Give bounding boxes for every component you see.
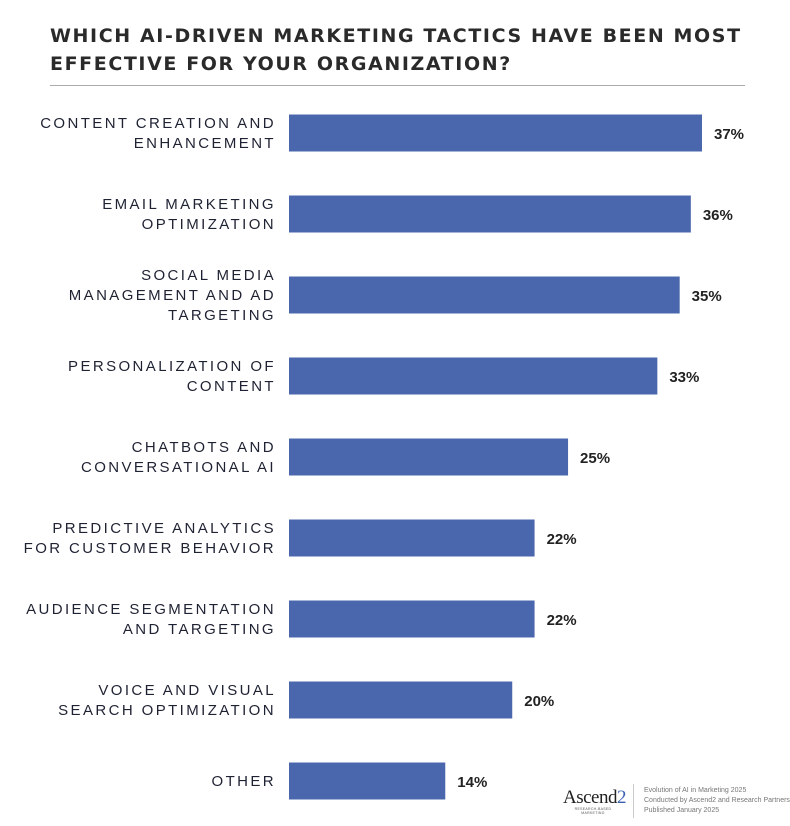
value-label: 33%	[669, 369, 699, 386]
bar	[289, 519, 535, 557]
category-label: CONTENT CREATION AND	[40, 115, 276, 132]
category-label: VOICE AND VISUAL	[98, 682, 276, 699]
category-label: OTHER	[212, 773, 277, 790]
value-label: 14%	[457, 774, 487, 791]
footer: Ascend2 RESEARCH-BASED MARKETING Evoluti…	[563, 784, 790, 818]
category-label: SEARCH OPTIMIZATION	[58, 702, 276, 719]
logo-text: Ascend	[563, 786, 617, 808]
bar	[289, 438, 569, 476]
chart-title: WHICH AI-DRIVEN MARKETING TACTICS HAVE B…	[50, 25, 742, 75]
footer-line: Conducted by Ascend2 and Research Partne…	[644, 797, 790, 804]
category-label: AUDIENCE SEGMENTATION	[26, 601, 276, 618]
category-label: CONVERSATIONAL AI	[81, 459, 276, 476]
category-label: MANAGEMENT AND AD	[69, 287, 276, 304]
category-label: OPTIMIZATION	[142, 216, 276, 233]
value-label: 22%	[547, 612, 577, 629]
category-label: AND TARGETING	[123, 621, 276, 638]
title-divider	[50, 85, 745, 86]
bar	[289, 114, 702, 152]
category-label: SOCIAL MEDIA	[141, 267, 276, 284]
bar	[289, 681, 513, 719]
category-label: ENHANCEMENT	[134, 135, 276, 152]
value-label: 20%	[524, 693, 554, 710]
value-label: 22%	[547, 531, 577, 548]
category-label: FOR CUSTOMER BEHAVIOR	[24, 540, 276, 557]
bar	[289, 195, 691, 233]
bar	[289, 357, 658, 395]
bar	[289, 600, 535, 638]
value-label: 35%	[692, 288, 722, 305]
value-label: 36%	[703, 207, 733, 224]
category-label: PERSONALIZATION OF	[68, 358, 276, 375]
footer-line: Published January 2025	[644, 807, 720, 814]
logo-tagline: RESEARCH-BASED MARKETING	[574, 806, 612, 815]
ascend2-logo: Ascend2 RESEARCH-BASED MARKETING	[563, 786, 627, 815]
value-label: 37%	[714, 126, 744, 143]
category-label: CHATBOTS AND	[132, 439, 276, 456]
value-label: 25%	[580, 450, 610, 467]
bar	[289, 276, 680, 314]
category-label: EMAIL MARKETING	[102, 196, 276, 213]
footer-notes: Evolution of AI in Marketing 2025 Conduc…	[644, 786, 790, 816]
footer-divider	[633, 784, 634, 818]
bar	[289, 762, 446, 800]
category-label: PREDICTIVE ANALYTICS	[52, 520, 276, 537]
logo-number: 2	[616, 786, 627, 808]
category-label: CONTENT	[187, 378, 276, 395]
category-label: TARGETING	[168, 307, 276, 324]
footer-line: Evolution of AI in Marketing 2025	[644, 787, 747, 794]
